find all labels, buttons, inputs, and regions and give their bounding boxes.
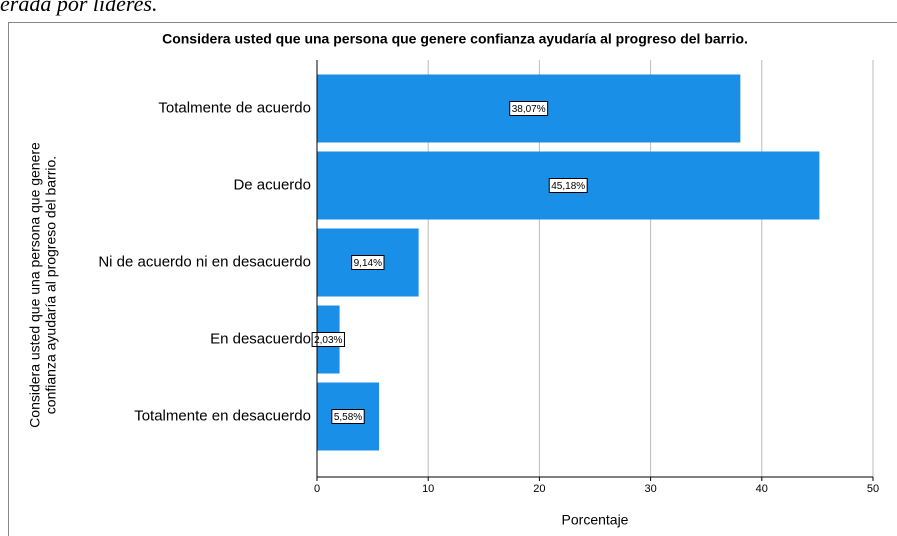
caption: erada por líderes. [0, 0, 157, 16]
x-tick-label: 10 [422, 483, 434, 495]
x-tick-label: 50 [867, 483, 879, 495]
chart-frame [8, 22, 897, 536]
value-label: 45,18% [551, 181, 585, 192]
y-tick-label: Totalmente de acuerdo [158, 99, 311, 116]
x-axis-label: Porcentaje [562, 512, 629, 528]
value-label: 5,58% [334, 412, 362, 423]
value-label-box [509, 101, 549, 116]
value-label-box [351, 255, 385, 270]
value-label: 2,03% [314, 335, 342, 346]
y-tick-label: Totalmente en desacuerdo [134, 407, 311, 424]
value-label: 9,14% [354, 258, 382, 269]
x-tick-label: 30 [644, 483, 656, 495]
y-tick-label: En desacuerdo [210, 330, 311, 347]
value-label-box [311, 332, 345, 347]
chart-title: Considera usted que una persona que gene… [162, 31, 748, 47]
value-label-box [331, 409, 365, 424]
y-tick-label: De acuerdo [233, 176, 311, 193]
x-tick-label: 20 [533, 483, 545, 495]
x-tick-label: 40 [756, 483, 768, 495]
y-axis-label-line: confianza ayudaría al progreso del barri… [43, 156, 59, 414]
value-label-box [548, 178, 588, 193]
y-axis-label: Considera usted que una persona que gene… [27, 142, 59, 428]
y-axis-label-line: Considera usted que una persona que gene… [27, 142, 43, 428]
x-tick-label: 0 [314, 483, 320, 495]
value-label: 38,07% [512, 104, 546, 115]
y-tick-label: Ni de acuerdo ni en desacuerdo [98, 253, 311, 270]
